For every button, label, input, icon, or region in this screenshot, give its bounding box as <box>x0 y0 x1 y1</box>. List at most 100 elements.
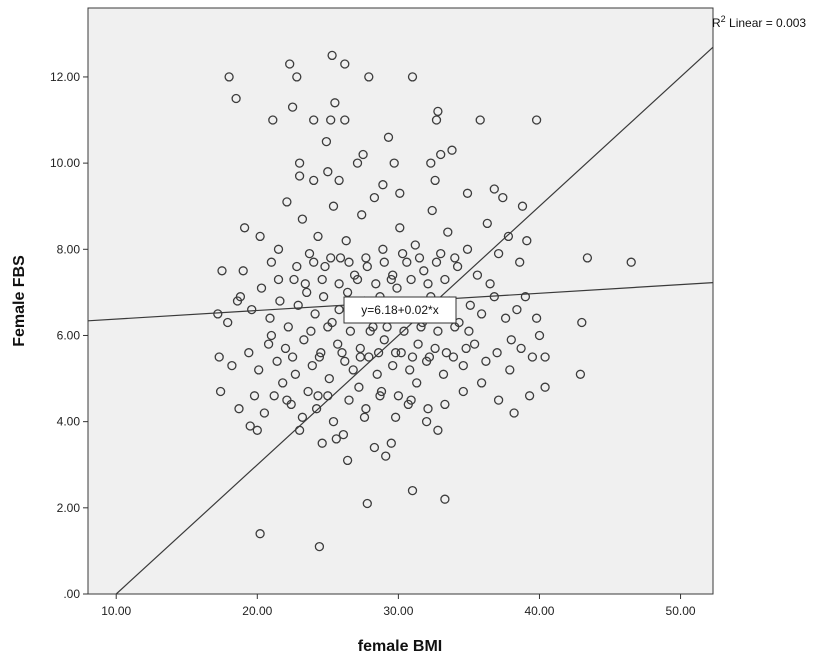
data-point <box>452 261 463 272</box>
data-point <box>458 386 468 397</box>
data-point <box>465 300 475 310</box>
data-point <box>294 171 305 181</box>
data-point <box>388 270 398 280</box>
data-point <box>278 378 288 388</box>
data-point <box>450 253 460 263</box>
data-point <box>443 227 453 237</box>
x-axis-title: female BMI <box>358 638 442 655</box>
data-point <box>414 253 425 263</box>
data-point <box>340 115 350 125</box>
data-point <box>390 412 401 422</box>
data-point <box>458 360 468 371</box>
data-point <box>395 188 405 198</box>
data-point <box>498 192 508 203</box>
data-point <box>503 231 514 242</box>
data-point <box>462 188 473 198</box>
data-point <box>342 455 353 466</box>
data-point <box>407 485 418 496</box>
data-point <box>263 339 274 349</box>
data-point <box>231 93 241 104</box>
data-point <box>265 313 275 323</box>
data-point <box>311 404 322 414</box>
data-point <box>462 244 473 254</box>
data-point <box>371 279 381 289</box>
data-point <box>309 257 319 267</box>
data-point <box>345 326 356 336</box>
data-point <box>335 253 346 263</box>
x-tick-label: 10.00 <box>101 604 131 618</box>
data-point <box>337 348 347 358</box>
r2-value: Linear = 0.003 <box>726 16 807 30</box>
data-point <box>447 145 457 155</box>
data-point <box>430 175 440 186</box>
data-point <box>297 214 308 224</box>
data-point <box>500 313 511 323</box>
data-point <box>378 244 388 254</box>
data-point <box>405 365 415 375</box>
data-point <box>392 283 402 293</box>
data-point <box>323 167 333 177</box>
y-tick-label: 4.00 <box>57 415 81 429</box>
data-point <box>254 365 264 375</box>
data-point <box>287 102 298 112</box>
data-point <box>334 175 344 186</box>
data-point <box>321 136 332 147</box>
data-point <box>393 391 404 401</box>
fit-equation-box <box>343 296 457 324</box>
data-point <box>326 115 336 125</box>
data-point <box>266 257 277 267</box>
data-point <box>317 438 327 448</box>
data-point <box>395 223 405 233</box>
data-point <box>369 192 380 203</box>
data-point <box>482 218 492 229</box>
data-point <box>389 158 399 168</box>
fit-equation-label: y=6.18+0.02*x <box>343 296 457 324</box>
data-point <box>431 257 442 267</box>
data-point <box>440 399 450 410</box>
data-point <box>313 391 323 401</box>
data-point <box>292 261 302 272</box>
data-point <box>464 326 474 336</box>
data-point <box>626 257 636 267</box>
data-point <box>280 343 291 354</box>
data-point <box>379 257 389 267</box>
data-point <box>244 348 254 358</box>
data-point <box>287 352 298 362</box>
data-point <box>527 352 538 362</box>
data-point <box>413 339 423 349</box>
data-point <box>421 416 432 427</box>
y-tick-label: .00 <box>63 587 80 601</box>
data-point <box>509 408 519 418</box>
data-point <box>359 412 370 422</box>
data-point <box>412 378 422 388</box>
data-point <box>531 313 542 323</box>
data-point <box>475 115 485 125</box>
data-point <box>582 253 593 263</box>
data-point <box>493 395 504 405</box>
data-point <box>520 292 531 302</box>
data-point <box>245 421 255 431</box>
data-point <box>304 248 315 259</box>
data-point <box>273 274 284 285</box>
data-point <box>317 274 327 285</box>
data-point <box>419 266 429 276</box>
data-point <box>268 115 278 125</box>
data-point <box>306 326 316 336</box>
data-point <box>307 360 317 371</box>
data-point <box>381 451 391 461</box>
data-point <box>272 356 282 366</box>
data-point <box>302 287 312 298</box>
data-point <box>314 352 325 362</box>
r2-letter: R <box>712 16 721 30</box>
y-axis-title: Female FBS <box>11 255 28 347</box>
x-axis: 10.00 20.00 30.00 40.00 50.00 <box>101 594 696 618</box>
data-point <box>441 348 452 358</box>
data-point <box>378 180 388 190</box>
data-point <box>217 266 227 276</box>
data-point <box>388 360 398 371</box>
data-point <box>376 386 387 397</box>
data-point <box>223 317 233 328</box>
r2-label: R2 Linear = 0.003 <box>712 14 806 30</box>
data-point <box>476 378 487 388</box>
